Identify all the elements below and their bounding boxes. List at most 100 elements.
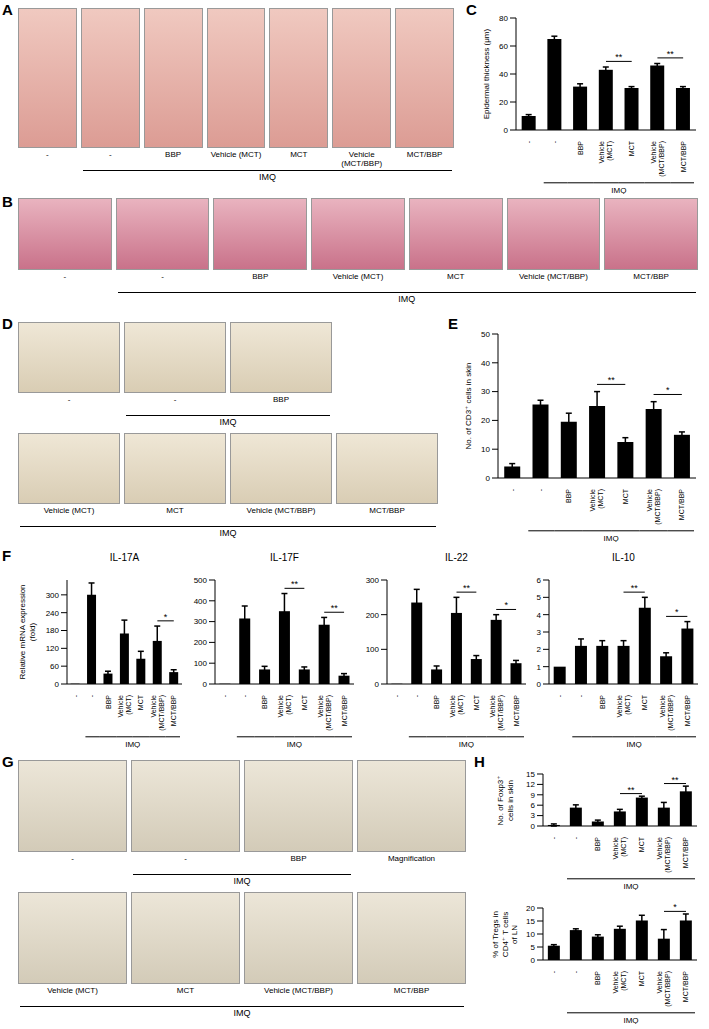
svg-text:6: 6: [537, 576, 542, 585]
svg-text:MCT/BBP: MCT/BBP: [341, 695, 348, 726]
svg-text:Vehicle(MCT): Vehicle(MCT): [612, 837, 628, 860]
svg-text:0: 0: [531, 822, 536, 831]
svg-text:IMQ: IMQ: [611, 186, 626, 194]
svg-text:120: 120: [46, 644, 60, 653]
svg-text:60: 60: [499, 42, 508, 51]
svg-text:0: 0: [203, 680, 208, 689]
svg-text:Vehicle(MCT): Vehicle(MCT): [598, 141, 614, 164]
svg-text:12: 12: [526, 780, 535, 789]
svg-text:Vehicle(MCT/BBP): Vehicle(MCT/BBP): [489, 695, 505, 731]
svg-text:**: **: [627, 785, 635, 795]
svg-text:BBP: BBP: [433, 695, 440, 709]
svg-text:180: 180: [46, 626, 60, 635]
svg-text:BBP: BBP: [594, 837, 601, 851]
svg-text:40: 40: [499, 70, 508, 79]
svg-text:*: *: [666, 385, 670, 395]
svg-text:MCT: MCT: [622, 488, 629, 504]
svg-text:Vehicle(MCT/BBP): Vehicle(MCT/BBP): [650, 141, 666, 177]
svg-text:MCT: MCT: [638, 970, 645, 986]
svg-text:-: -: [393, 694, 400, 697]
svg-text:10: 10: [526, 930, 535, 939]
svg-text:1: 1: [537, 663, 542, 672]
svg-text:-: -: [413, 694, 420, 697]
svg-text:IMQ: IMQ: [604, 534, 619, 542]
svg-text:MCT/BBP: MCT/BBP: [680, 141, 687, 172]
svg-text:Vehicle(MCT/BBP): Vehicle(MCT/BBP): [317, 695, 333, 731]
svg-text:Vehicle(MCT): Vehicle(MCT): [612, 971, 628, 994]
svg-text:**: **: [331, 603, 339, 613]
svg-text:5: 5: [537, 593, 542, 602]
svg-text:**: **: [463, 583, 471, 593]
svg-text:30: 30: [481, 387, 490, 396]
svg-text:15: 15: [526, 917, 535, 926]
svg-text:-: -: [241, 694, 248, 697]
svg-text:-: -: [572, 970, 579, 973]
svg-text:400: 400: [194, 597, 208, 606]
svg-text:9: 9: [531, 791, 536, 800]
svg-text:60: 60: [50, 662, 59, 671]
svg-text:IMQ: IMQ: [125, 740, 140, 748]
svg-text:20: 20: [481, 416, 490, 425]
svg-text:-: -: [88, 694, 95, 697]
svg-text:100: 100: [366, 645, 380, 654]
svg-text:Vehicle(MCT/BBP): Vehicle(MCT/BBP): [658, 695, 674, 731]
svg-text:2: 2: [537, 645, 542, 654]
svg-text:MCT: MCT: [301, 694, 308, 710]
svg-text:BBP: BBP: [577, 141, 584, 155]
svg-text:MCT: MCT: [641, 694, 648, 710]
svg-text:-: -: [525, 140, 532, 143]
svg-text:40: 40: [481, 359, 490, 368]
svg-text:*: *: [504, 600, 508, 610]
svg-text:15: 15: [526, 770, 535, 779]
svg-text:**: **: [615, 52, 623, 62]
svg-text:0: 0: [537, 680, 542, 689]
svg-text:300: 300: [194, 617, 208, 626]
svg-text:-: -: [572, 836, 579, 839]
svg-text:0: 0: [486, 474, 491, 483]
svg-text:MCT/BBP: MCT/BBP: [682, 971, 689, 1002]
svg-text:MCT/BBP: MCT/BBP: [684, 695, 691, 726]
svg-text:-: -: [550, 836, 557, 839]
svg-text:**: **: [608, 375, 616, 385]
svg-text:BBP: BBP: [599, 695, 606, 709]
svg-text:0: 0: [504, 126, 509, 135]
svg-text:5: 5: [531, 943, 536, 952]
svg-text:MCT: MCT: [638, 836, 645, 852]
svg-text:Vehicle(MCT): Vehicle(MCT): [117, 695, 133, 718]
svg-text:MCT/BBP: MCT/BBP: [513, 695, 520, 726]
svg-text:*: *: [675, 607, 679, 617]
svg-text:**: **: [631, 583, 639, 593]
svg-text:*: *: [673, 902, 677, 912]
svg-text:200: 200: [194, 638, 208, 647]
svg-text:-: -: [72, 694, 79, 697]
svg-text:300: 300: [366, 576, 380, 585]
svg-text:IMQ: IMQ: [459, 740, 474, 748]
svg-text:*: *: [164, 612, 168, 622]
svg-text:Vehicle(MCT/BBP): Vehicle(MCT/BBP): [656, 837, 672, 873]
svg-text:BBP: BBP: [261, 695, 268, 709]
svg-text:300: 300: [46, 591, 60, 600]
svg-text:IMQ: IMQ: [623, 1016, 638, 1024]
svg-text:**: **: [667, 49, 675, 59]
svg-text:MCT/BBP: MCT/BBP: [678, 489, 685, 520]
svg-text:4: 4: [537, 611, 542, 620]
svg-text:BBP: BBP: [105, 695, 112, 709]
svg-text:-: -: [221, 694, 228, 697]
svg-text:10: 10: [481, 445, 490, 454]
svg-text:0: 0: [55, 680, 60, 689]
svg-text:Vehicle(MCT): Vehicle(MCT): [589, 489, 605, 512]
svg-text:3: 3: [531, 811, 536, 820]
svg-text:IMQ: IMQ: [627, 740, 642, 748]
svg-text:Vehicle(MCT/BBP): Vehicle(MCT/BBP): [656, 971, 672, 1007]
svg-text:80: 80: [499, 14, 508, 23]
svg-text:-: -: [556, 694, 563, 697]
svg-text:BBP: BBP: [594, 971, 601, 985]
svg-text:0: 0: [531, 956, 536, 965]
svg-text:-: -: [551, 140, 558, 143]
svg-text:**: **: [291, 579, 299, 589]
svg-text:MCT/BBP: MCT/BBP: [170, 695, 177, 726]
svg-text:240: 240: [46, 609, 60, 618]
svg-text:200: 200: [366, 611, 380, 620]
svg-text:MCT: MCT: [628, 140, 635, 156]
svg-text:50: 50: [481, 330, 490, 339]
